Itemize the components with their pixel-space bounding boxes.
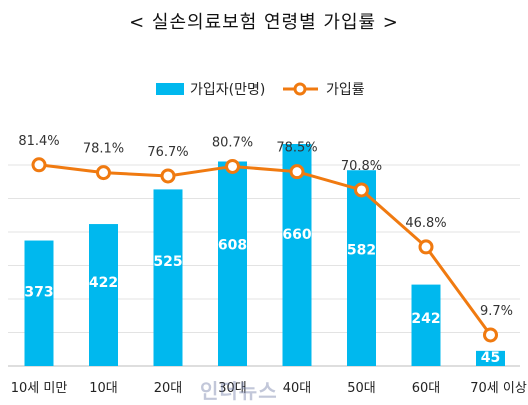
bar-value-label: 582 — [347, 243, 376, 259]
x-tick-label: 70세 이상 — [470, 381, 527, 396]
bar-value-label: 422 — [89, 275, 118, 291]
line-point — [483, 327, 498, 343]
bar-value-label: 525 — [153, 254, 182, 270]
x-tick-label: 60대 — [412, 381, 441, 396]
line-value-label: 80.7% — [212, 135, 253, 150]
bar-series: 373 422 525 608 660 582 242 45 — [24, 144, 505, 366]
grid-lines — [8, 164, 520, 367]
x-tick-label: 10세 미만 — [11, 381, 68, 396]
bar — [153, 189, 183, 366]
line-point — [96, 165, 111, 181]
line-value-label: 9.7% — [480, 304, 513, 319]
bar — [282, 144, 312, 366]
legend: 가입자(만명) 가입률 — [156, 82, 365, 98]
line-point — [354, 182, 369, 198]
bar — [411, 284, 441, 366]
line-value-label: 81.4% — [18, 134, 59, 149]
x-tick-label: 40대 — [283, 381, 312, 396]
line-value-label: 46.8% — [405, 216, 446, 231]
line-point — [31, 157, 47, 173]
line-point — [418, 239, 434, 255]
bar — [347, 170, 376, 366]
bar-value-label: 373 — [24, 285, 53, 301]
x-axis-labels: 10세 미만 10대 20대 30대 40대 50대 60대 70세 이상 — [11, 381, 527, 396]
legend-label-line: 가입률 — [326, 82, 365, 98]
line-point — [289, 164, 305, 180]
line-value-label: 78.1% — [83, 142, 124, 157]
bar-value-label: 45 — [481, 350, 500, 366]
bar — [89, 224, 118, 366]
bar-value-label: 608 — [218, 237, 247, 253]
line-series: 81.4% 78.1% 76.7% 80.7% 78.5% 70.8% 46.8% 9.7% — [18, 134, 513, 343]
x-tick-label: 20대 — [154, 381, 183, 396]
bar-value-label: 660 — [282, 227, 311, 243]
legend-bar-swatch — [156, 83, 184, 95]
line-point — [160, 168, 176, 184]
x-tick-label: 10대 — [89, 381, 118, 396]
legend-label-bar: 가입자(만명) — [190, 82, 265, 98]
bar-value-label: 242 — [411, 311, 440, 327]
legend-line-marker — [293, 82, 307, 96]
line-value-label: 70.8% — [341, 159, 382, 174]
bar — [218, 161, 247, 366]
x-tick-label: 30대 — [218, 381, 247, 396]
line-path — [38, 163, 492, 336]
line-point — [225, 158, 240, 174]
line-value-label: 78.5% — [276, 141, 317, 156]
watermark: 인더뉴스 — [200, 379, 278, 403]
bar — [24, 240, 54, 366]
line-value-label: 76.7% — [147, 145, 188, 160]
x-tick-label: 50대 — [347, 381, 376, 396]
bar — [476, 350, 505, 366]
chart-title: < 실손의료보험 연령별 가입률 > — [129, 12, 399, 33]
